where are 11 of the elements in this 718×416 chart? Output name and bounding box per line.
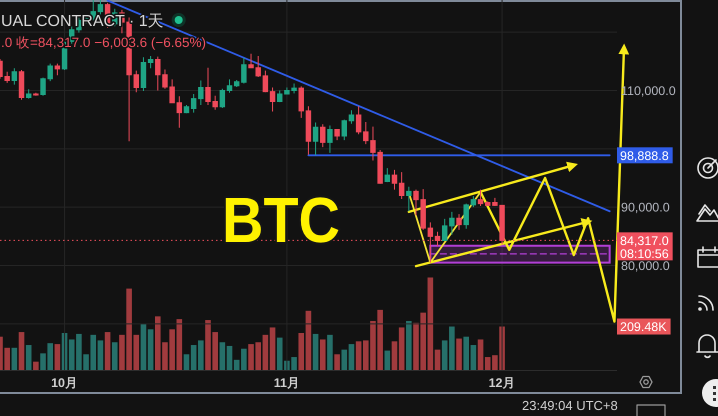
data-label: 98,888.8 (620, 148, 669, 163)
x-tick-label: 12月 (488, 376, 516, 390)
y-tick-label: 80,000.0 (621, 259, 670, 274)
annotation: BTC (222, 184, 354, 256)
text: 23:49:04 UTC+8 (522, 398, 618, 413)
x-tick-label: 10月 (51, 376, 78, 390)
annotation: 209.48K (620, 320, 668, 334)
ref-line-label: 84,317.0 (620, 234, 669, 248)
x-tick-label: 11月 (274, 376, 300, 390)
annotation: 08:10:56 (620, 246, 669, 261)
y-tick-label: 90,000.0 (621, 200, 670, 215)
